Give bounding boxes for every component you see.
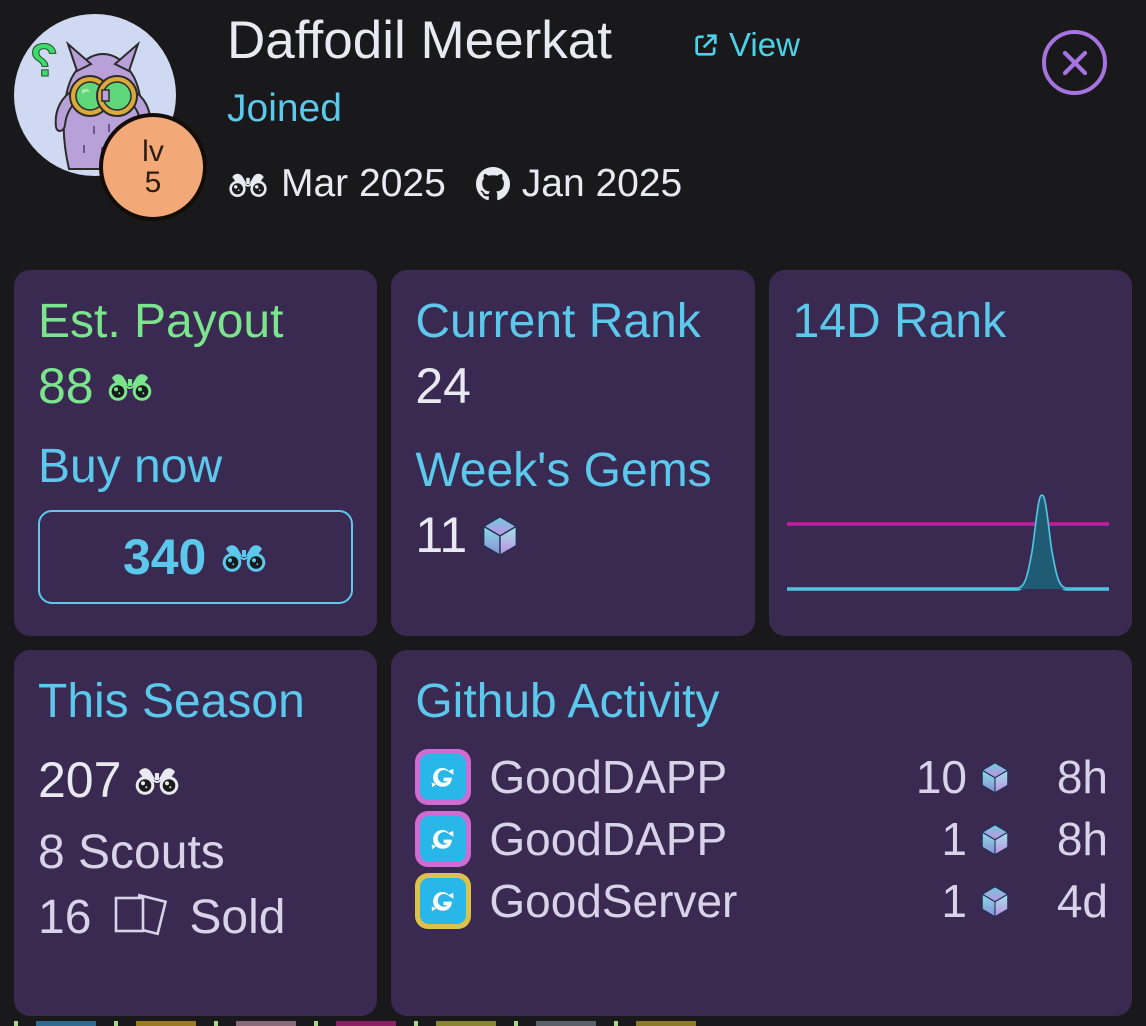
svg-text:?: ? [30, 34, 58, 86]
